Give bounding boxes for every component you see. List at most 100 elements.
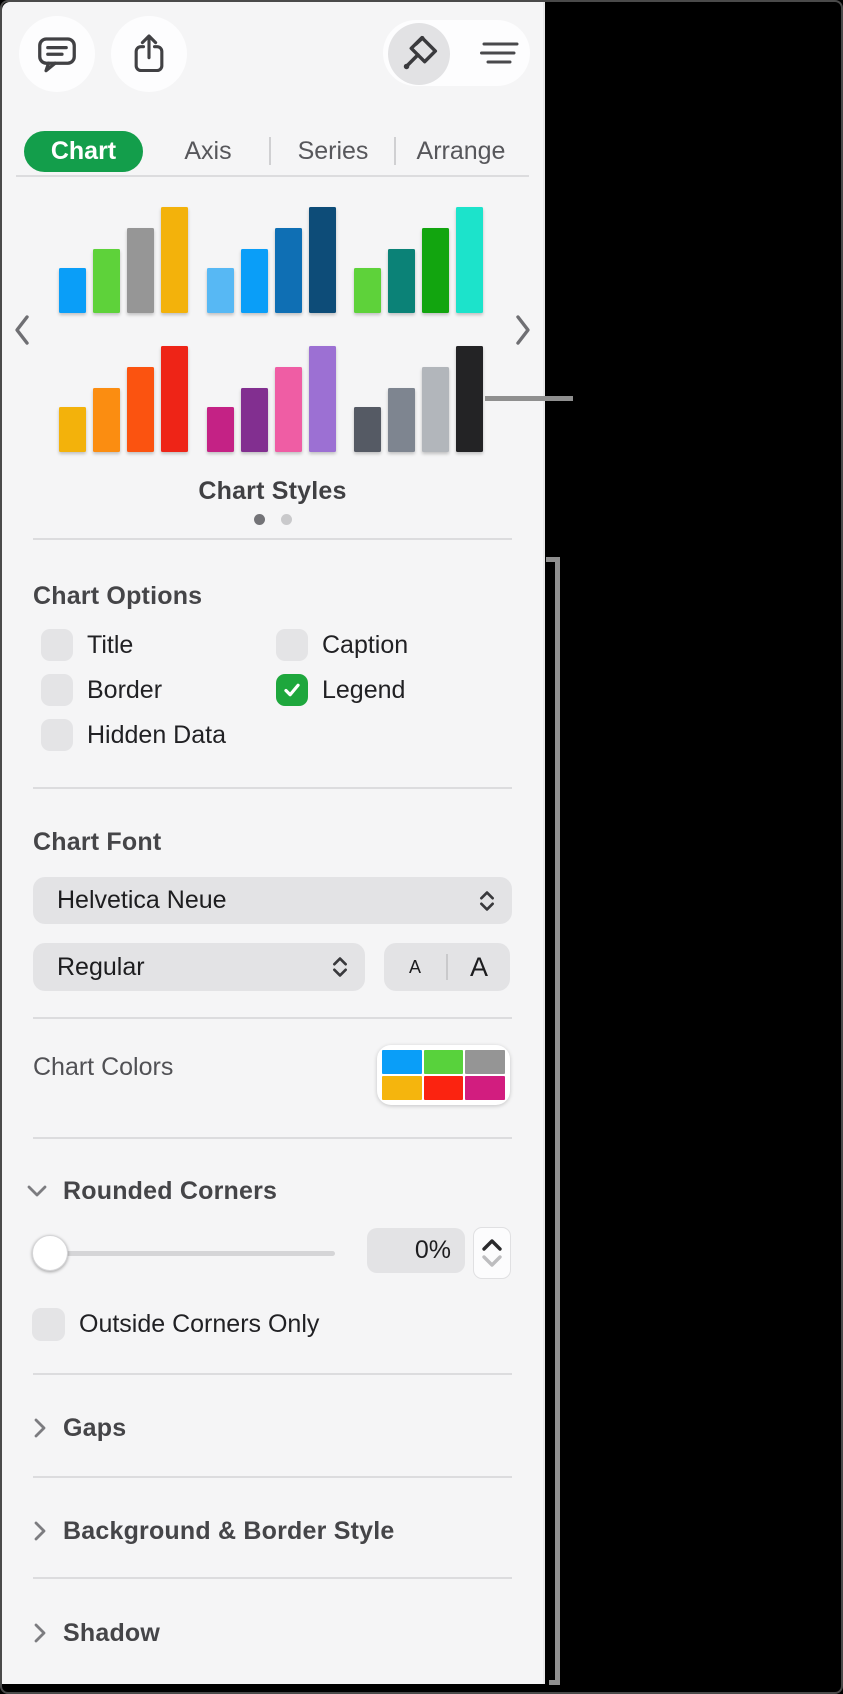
- rounded-corners-slider-thumb[interactable]: [32, 1235, 68, 1271]
- pager-dot[interactable]: [280, 514, 292, 525]
- tab-separator: [269, 137, 271, 165]
- hidden-data-checkbox[interactable]: [41, 719, 73, 751]
- font-style-value: Regular: [57, 952, 145, 981]
- style-thumbnail-bar: [93, 388, 120, 452]
- disclosure-right-icon[interactable]: [32, 1520, 47, 1542]
- outside-corners-checkbox[interactable]: [32, 1308, 65, 1341]
- style-thumbnail-bar: [388, 249, 415, 313]
- disclosure-right-icon[interactable]: [32, 1417, 47, 1439]
- checkbox-row-title[interactable]: Title: [41, 629, 133, 661]
- callout-bracket-bottom: [549, 1680, 560, 1685]
- pager-dot[interactable]: [253, 514, 265, 525]
- checkbox-row-outside-corners[interactable]: Outside Corners Only: [32, 1308, 319, 1341]
- color-swatch: [382, 1050, 422, 1074]
- title-label: Title: [87, 630, 134, 659]
- color-swatch: [465, 1076, 505, 1100]
- stepper-up-icon[interactable]: [480, 1238, 504, 1252]
- section-shadow[interactable]: Shadow: [63, 1619, 161, 1647]
- font-size-segmented-control: A A: [384, 943, 510, 991]
- increase-font-size-button[interactable]: A: [469, 951, 488, 982]
- tab-chart[interactable]: Chart: [24, 131, 143, 172]
- divider: [33, 787, 512, 789]
- share-button[interactable]: [111, 16, 187, 92]
- checkbox-row-border[interactable]: Border: [41, 674, 162, 706]
- style-thumbnail-bar: [59, 407, 86, 452]
- style-thumbnail-bar: [93, 249, 120, 313]
- chart-styles-caption: Chart Styles: [198, 477, 347, 505]
- chart-style-thumbnail-3[interactable]: [354, 207, 484, 313]
- chevron-up-down-icon: [478, 889, 496, 913]
- tab-separator: [394, 137, 396, 165]
- tab-arrange[interactable]: Arrange: [416, 137, 506, 165]
- style-thumbnail-bar: [275, 228, 302, 313]
- border-label: Border: [87, 675, 163, 704]
- style-thumbnail-bar: [207, 268, 234, 313]
- color-swatch: [465, 1050, 505, 1074]
- rounded-corners-stepper[interactable]: [473, 1227, 511, 1279]
- style-thumbnail-bar: [207, 407, 234, 452]
- style-thumbnail-bar: [59, 268, 86, 313]
- chart-style-thumbnail-5[interactable]: [207, 346, 337, 452]
- format-inspector-sidebar: [2, 2, 545, 1684]
- rounded-corners-slider-track[interactable]: [33, 1251, 335, 1256]
- callout-line-horizontal: [485, 396, 573, 401]
- border-checkbox[interactable]: [41, 674, 73, 706]
- chart-style-thumbnail-6[interactable]: [354, 346, 484, 452]
- caption-label: Caption: [322, 630, 409, 659]
- chart-style-thumbnail-2[interactable]: [207, 207, 337, 313]
- font-style-dropdown[interactable]: Regular: [33, 943, 365, 991]
- style-thumbnail-bar: [161, 207, 188, 313]
- disclosure-down-icon[interactable]: [26, 1183, 48, 1199]
- font-family-dropdown[interactable]: Helvetica Neue: [33, 877, 512, 924]
- section-gaps[interactable]: Gaps: [63, 1414, 127, 1442]
- decrease-font-size-button[interactable]: A: [408, 956, 421, 977]
- divider: [33, 1577, 512, 1579]
- style-thumbnail-bar: [456, 207, 483, 313]
- style-thumbnail-bar: [127, 228, 154, 313]
- rounded-corners-heading[interactable]: Rounded Corners: [63, 1177, 278, 1205]
- organize-button[interactable]: [480, 40, 520, 66]
- stepper-down-icon[interactable]: [480, 1254, 504, 1268]
- checkbox-row-caption[interactable]: Caption: [276, 629, 408, 661]
- chevron-right-icon[interactable]: [512, 312, 534, 348]
- style-thumbnail-bar: [161, 346, 188, 452]
- inspector-toggle-group: [383, 20, 530, 86]
- chart-style-thumbnail-1[interactable]: [59, 207, 189, 313]
- divider: [33, 1476, 512, 1478]
- chart-style-thumbnail-4[interactable]: [59, 346, 189, 452]
- chart-colors-button[interactable]: [377, 1045, 510, 1105]
- section-background-border-style[interactable]: Background & Border Style: [63, 1517, 395, 1545]
- font-family-value: Helvetica Neue: [57, 886, 227, 914]
- checkbox-row-hidden-data[interactable]: Hidden Data: [41, 719, 226, 751]
- tab-series[interactable]: Series: [297, 137, 369, 165]
- chart-options-heading: Chart Options: [33, 582, 203, 610]
- caption-checkbox[interactable]: [276, 629, 308, 661]
- callout-bracket-vertical: [555, 557, 560, 1685]
- style-thumbnail-bar: [127, 367, 154, 452]
- divider: [33, 538, 512, 540]
- style-thumbnail-bar: [275, 367, 302, 452]
- style-thumbnail-bar: [241, 249, 268, 313]
- title-checkbox[interactable]: [41, 629, 73, 661]
- disclosure-right-icon[interactable]: [32, 1622, 47, 1644]
- pager-dots[interactable]: [0, 514, 545, 525]
- checkbox-row-legend[interactable]: Legend: [276, 674, 405, 706]
- style-thumbnail-bar: [309, 346, 336, 452]
- comment-button[interactable]: [19, 16, 95, 92]
- style-thumbnail-bar: [422, 367, 449, 452]
- style-thumbnail-bar: [354, 268, 381, 313]
- rounded-corners-value-field[interactable]: 0%: [367, 1228, 465, 1273]
- color-swatch: [382, 1076, 422, 1100]
- share-icon: [127, 31, 171, 77]
- style-thumbnail-bar: [309, 207, 336, 313]
- style-thumbnail-bar: [241, 388, 268, 452]
- style-thumbnail-bar: [422, 228, 449, 313]
- chevron-up-down-icon: [331, 955, 349, 979]
- format-button[interactable]: [388, 23, 450, 85]
- tab-axis[interactable]: Axis: [184, 137, 232, 165]
- legend-checkbox[interactable]: [276, 674, 308, 706]
- chevron-left-icon[interactable]: [11, 312, 33, 348]
- style-thumbnail-bar: [354, 407, 381, 452]
- divider: [33, 1017, 512, 1019]
